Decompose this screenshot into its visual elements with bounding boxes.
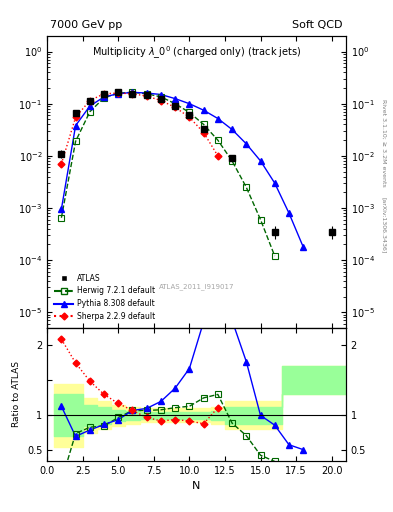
Text: Multiplicity $\lambda\_0^0$ (charged only) (track jets): Multiplicity $\lambda\_0^0$ (charged onl… bbox=[92, 45, 301, 61]
Text: Rivet 3.1.10; ≥ 3.2M events: Rivet 3.1.10; ≥ 3.2M events bbox=[381, 99, 386, 187]
Legend: ATLAS, Herwig 7.2.1 default, Pythia 8.308 default, Sherpa 2.2.9 default: ATLAS, Herwig 7.2.1 default, Pythia 8.30… bbox=[51, 271, 158, 324]
Text: Soft QCD: Soft QCD bbox=[292, 20, 343, 30]
Text: ATLAS_2011_I919017: ATLAS_2011_I919017 bbox=[159, 283, 234, 290]
Text: [arXiv:1306.3436]: [arXiv:1306.3436] bbox=[381, 197, 386, 253]
X-axis label: N: N bbox=[192, 481, 201, 491]
Y-axis label: Ratio to ATLAS: Ratio to ATLAS bbox=[12, 361, 21, 428]
Text: 7000 GeV pp: 7000 GeV pp bbox=[50, 20, 122, 30]
